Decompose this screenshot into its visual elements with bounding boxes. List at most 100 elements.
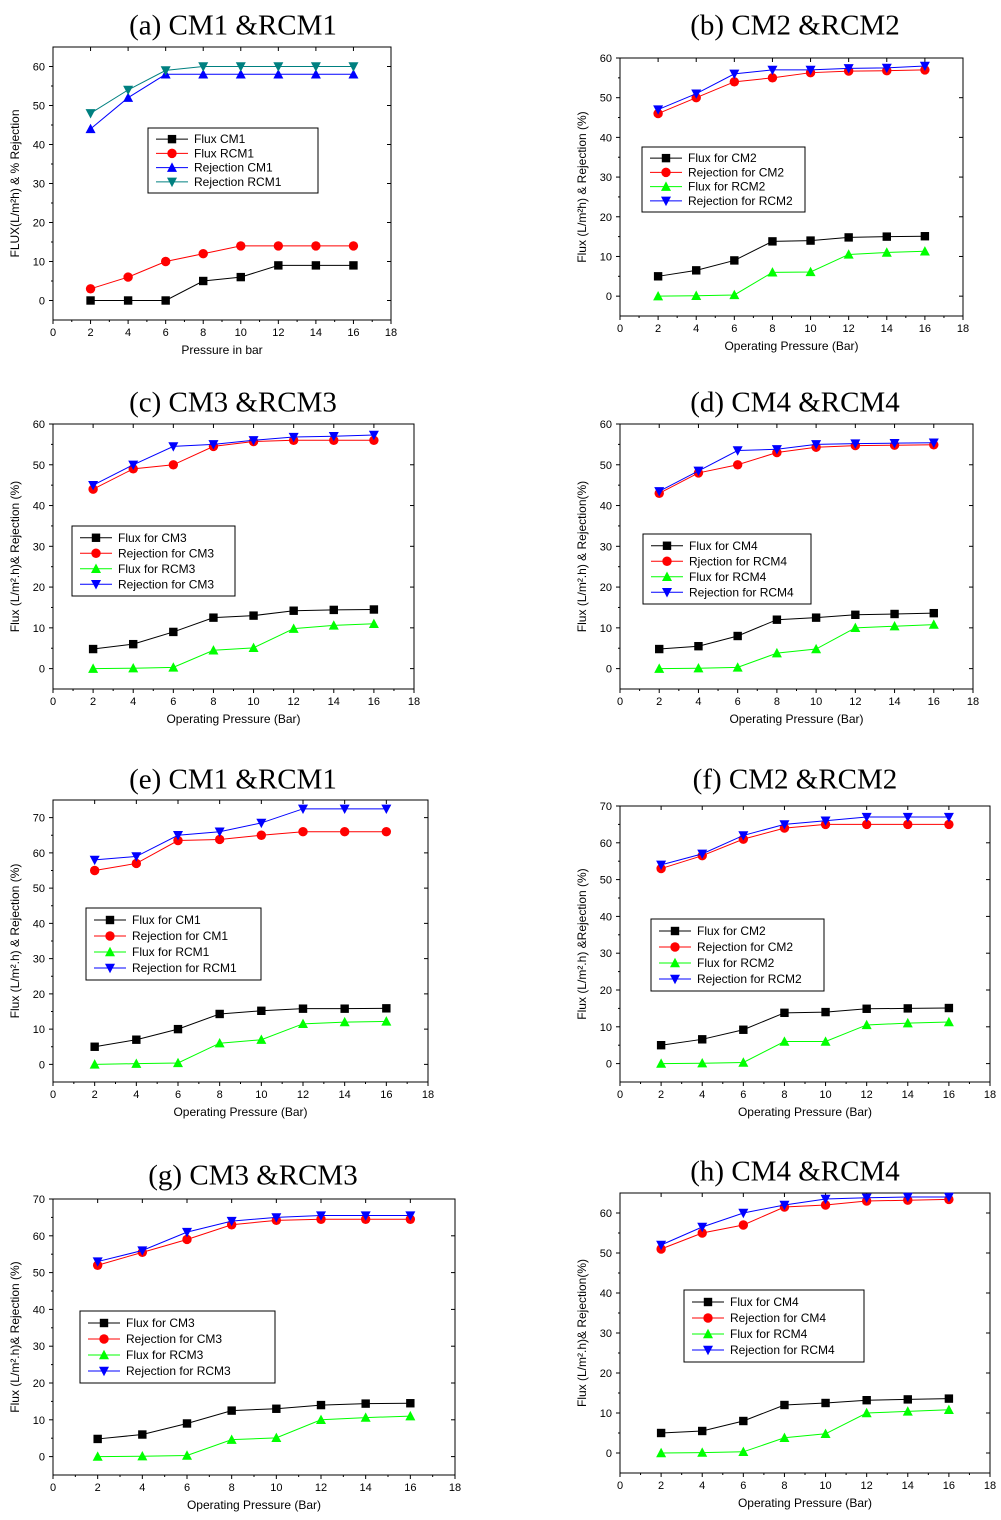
y-tick-label: 10 xyxy=(33,1024,45,1036)
data-point xyxy=(861,1407,872,1418)
y-tick-label: 30 xyxy=(600,172,612,184)
data-point xyxy=(739,1416,748,1426)
data-point xyxy=(738,1057,749,1067)
data-point xyxy=(729,289,740,300)
x-axis-label: Operating Pressure (Bar) xyxy=(166,712,300,726)
data-point xyxy=(88,644,98,654)
legend-marker xyxy=(661,181,671,191)
legend-entry: Rejection for CM2 xyxy=(697,940,793,954)
data-point xyxy=(310,62,321,72)
x-tick-label: 16 xyxy=(943,1480,955,1492)
x-tick-label: 8 xyxy=(769,323,775,335)
data-point xyxy=(214,827,225,837)
data-point xyxy=(691,290,702,300)
series-4 xyxy=(656,812,954,871)
data-point xyxy=(256,1034,267,1044)
data-point xyxy=(236,272,245,282)
data-point xyxy=(771,445,782,455)
data-point xyxy=(173,1024,183,1034)
legend-marker xyxy=(105,915,115,925)
x-tick-label: 0 xyxy=(617,1089,623,1101)
data-point xyxy=(360,1412,371,1422)
data-point xyxy=(902,1406,913,1416)
x-tick-label: 16 xyxy=(380,1089,392,1101)
y-axis-label: Flux (L/m².h) & Rejection(%) xyxy=(575,481,589,632)
data-point xyxy=(369,435,379,446)
series-line xyxy=(661,1409,949,1454)
data-point xyxy=(928,619,939,629)
y-tick-label: 40 xyxy=(600,132,612,144)
series-line xyxy=(658,444,934,494)
x-tick-label: 2 xyxy=(87,327,93,339)
legend-entry: Flux for CM2 xyxy=(697,924,766,938)
series-line xyxy=(93,609,374,650)
y-axis-label: Flux (L/m².h)& Rejection (%) xyxy=(8,1261,22,1412)
series-3 xyxy=(656,1016,954,1068)
data-point xyxy=(861,819,872,830)
data-point xyxy=(368,430,379,441)
data-point xyxy=(654,663,665,673)
data-point xyxy=(919,246,930,256)
legend-marker xyxy=(105,946,115,957)
data-point xyxy=(160,66,171,76)
data-point xyxy=(339,827,350,837)
data-point xyxy=(779,1036,790,1046)
data-point xyxy=(929,608,938,618)
x-tick-label: 4 xyxy=(699,1480,705,1492)
legend-entry: Rejection CM1 xyxy=(194,161,273,175)
series-1 xyxy=(90,1004,391,1051)
data-point xyxy=(944,819,954,830)
y-tick-label: 40 xyxy=(33,1304,45,1316)
data-point xyxy=(738,1446,749,1456)
data-point xyxy=(655,644,664,654)
data-point xyxy=(92,1451,103,1461)
chart-panel-e: (e) CM1 &RCM1 0 2 4 6 8 10 12 14 16 18 0 10 20 30 40 50 6… xyxy=(8,764,434,1119)
legend-marker xyxy=(662,571,672,581)
data-point xyxy=(298,804,308,815)
legend-entry: Rejection for RCM4 xyxy=(730,1343,835,1357)
data-point xyxy=(697,1222,708,1233)
data-point xyxy=(328,620,339,630)
data-point xyxy=(329,605,338,615)
series-line xyxy=(94,808,387,861)
data-point xyxy=(289,606,298,615)
chart-panel-c: (c) CM3 &RCM3 0 2 4 6 8 10 12 14 16 18 0 10 20 30 40 50 6… xyxy=(8,387,420,726)
x-axis-label: Operating Pressure (Bar) xyxy=(173,1105,307,1119)
data-point xyxy=(697,1058,708,1068)
y-tick-label: 60 xyxy=(33,848,45,860)
y-tick-label: 20 xyxy=(600,582,612,594)
data-point xyxy=(123,272,133,282)
series-line xyxy=(660,816,949,866)
data-point xyxy=(862,1396,871,1405)
data-point xyxy=(339,804,350,815)
legend-marker xyxy=(99,1334,109,1344)
data-point xyxy=(85,284,96,294)
x-tick-label: 8 xyxy=(200,327,206,339)
data-point xyxy=(697,1447,708,1457)
x-tick-label: 4 xyxy=(695,696,701,708)
x-tick-label: 16 xyxy=(919,323,931,335)
y-tick-label: 40 xyxy=(600,911,612,923)
series-line xyxy=(94,831,387,871)
x-tick-label: 8 xyxy=(781,1089,787,1101)
legend-marker xyxy=(662,556,672,566)
x-tick-label: 4 xyxy=(133,1089,139,1101)
x-tick-label: 12 xyxy=(315,1482,327,1494)
data-point xyxy=(89,855,100,866)
y-tick-label: 30 xyxy=(600,948,612,960)
y-tick-label: 50 xyxy=(600,93,612,105)
data-point xyxy=(768,237,777,246)
legend-entry: Rejection for RCM2 xyxy=(688,194,793,208)
legend-entry: Flux for CM3 xyxy=(126,1316,195,1330)
data-point xyxy=(361,1399,370,1408)
chart-title: (h) CM4 &RCM4 xyxy=(690,1156,900,1188)
data-point xyxy=(257,1006,266,1015)
legend-marker xyxy=(703,1345,713,1356)
series-line xyxy=(661,1398,949,1434)
data-point xyxy=(944,1394,954,1403)
series-line xyxy=(94,1007,387,1048)
data-point xyxy=(128,460,139,470)
data-point xyxy=(882,232,891,241)
series-line xyxy=(90,245,354,290)
legend-entry: Flux for RCM1 xyxy=(132,945,210,959)
